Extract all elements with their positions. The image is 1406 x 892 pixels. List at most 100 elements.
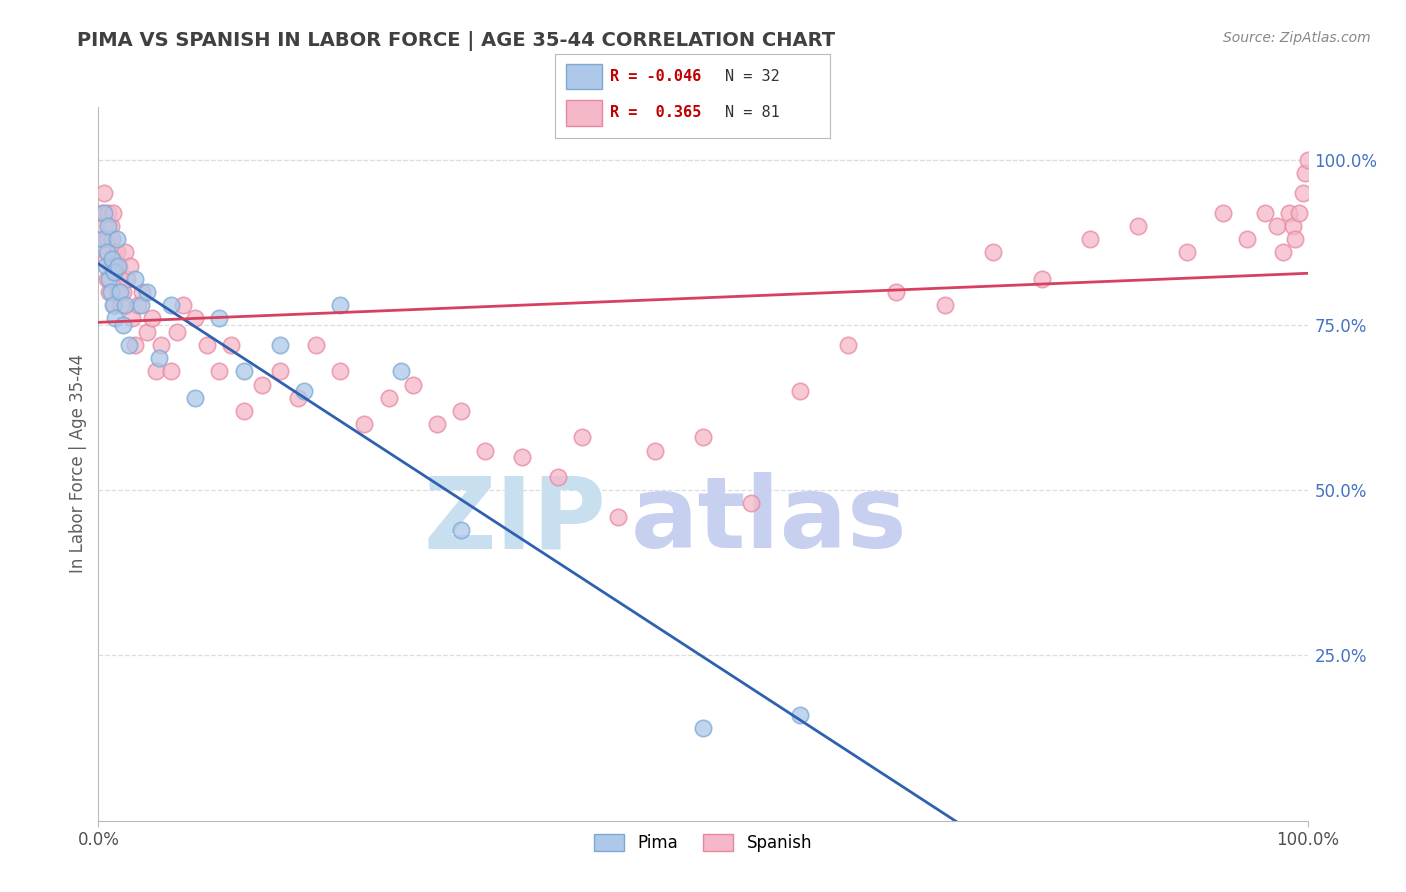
Point xyxy=(93,206,115,220)
Point xyxy=(474,443,496,458)
Point xyxy=(1292,186,1315,200)
Point xyxy=(118,259,141,273)
Point xyxy=(145,364,167,378)
Point xyxy=(107,259,129,273)
Point xyxy=(426,417,449,432)
Text: ZIP: ZIP xyxy=(423,473,606,569)
Point xyxy=(1128,219,1150,233)
Point xyxy=(131,285,153,299)
Text: N = 81: N = 81 xyxy=(725,105,780,120)
Text: PIMA VS SPANISH IN LABOR FORCE | AGE 35-44 CORRELATION CHART: PIMA VS SPANISH IN LABOR FORCE | AGE 35-… xyxy=(77,31,835,51)
Point xyxy=(96,245,118,260)
Point xyxy=(97,206,120,220)
Point xyxy=(105,232,128,246)
Point xyxy=(1288,206,1310,220)
Point xyxy=(103,265,125,279)
Point xyxy=(269,338,291,352)
Point xyxy=(96,272,118,286)
Point xyxy=(1294,166,1316,180)
Point xyxy=(141,311,163,326)
Point xyxy=(98,272,121,286)
Point xyxy=(160,364,183,378)
Point xyxy=(377,391,399,405)
Point xyxy=(124,272,146,286)
Point xyxy=(105,245,128,260)
Point xyxy=(232,364,254,378)
Point xyxy=(450,523,472,537)
Point xyxy=(150,338,173,352)
Point xyxy=(97,245,120,260)
Point xyxy=(100,219,122,233)
Point xyxy=(108,272,131,286)
Point xyxy=(100,252,122,266)
Point xyxy=(110,298,132,312)
Y-axis label: In Labor Force | Age 35-44: In Labor Force | Age 35-44 xyxy=(69,354,87,574)
Point xyxy=(117,272,139,286)
Point xyxy=(789,707,811,722)
Point xyxy=(692,430,714,444)
Point xyxy=(103,298,125,312)
Point xyxy=(100,259,122,273)
Point xyxy=(1272,245,1295,260)
Point xyxy=(450,404,472,418)
Point xyxy=(94,259,117,273)
Point xyxy=(184,311,207,326)
Point xyxy=(1078,232,1101,246)
Point xyxy=(510,450,533,465)
Point xyxy=(100,232,122,246)
Text: N = 32: N = 32 xyxy=(725,69,780,84)
Bar xyxy=(567,63,602,89)
Point xyxy=(118,338,141,352)
Point xyxy=(287,391,309,405)
Point xyxy=(1175,245,1198,260)
Point xyxy=(91,232,114,246)
Point xyxy=(837,338,859,352)
Point xyxy=(644,443,666,458)
Point xyxy=(402,377,425,392)
Text: R = -0.046: R = -0.046 xyxy=(610,69,702,84)
Point xyxy=(1278,206,1301,220)
Point xyxy=(160,298,183,312)
Point xyxy=(292,384,315,399)
Legend: Pima, Spanish: Pima, Spanish xyxy=(588,827,818,859)
Point xyxy=(91,206,114,220)
Point xyxy=(148,351,170,365)
Text: atlas: atlas xyxy=(630,473,907,569)
Point xyxy=(389,364,412,378)
Point xyxy=(127,298,149,312)
Point xyxy=(100,285,122,299)
Point xyxy=(934,298,956,312)
Bar xyxy=(567,100,602,126)
Point xyxy=(101,206,124,220)
Point xyxy=(114,245,136,260)
Point xyxy=(1296,153,1319,167)
Point xyxy=(1267,219,1289,233)
Point xyxy=(108,259,131,273)
Point xyxy=(108,285,131,299)
Point xyxy=(208,311,231,326)
Point xyxy=(184,391,207,405)
Point xyxy=(1282,219,1305,233)
Point xyxy=(886,285,908,299)
Point xyxy=(101,259,124,273)
Point xyxy=(607,509,630,524)
Point xyxy=(166,325,188,339)
Point xyxy=(121,311,143,326)
Point xyxy=(981,245,1004,260)
Point xyxy=(135,325,157,339)
Point xyxy=(221,338,243,352)
Point xyxy=(124,338,146,352)
Point xyxy=(93,219,115,233)
Point xyxy=(195,338,218,352)
Point xyxy=(547,470,569,484)
Point xyxy=(107,285,129,299)
Point xyxy=(94,252,117,266)
Point xyxy=(101,298,124,312)
Point xyxy=(129,298,152,312)
Point xyxy=(114,298,136,312)
Point xyxy=(104,311,127,326)
Text: Source: ZipAtlas.com: Source: ZipAtlas.com xyxy=(1223,31,1371,45)
Point xyxy=(172,298,194,312)
Point xyxy=(329,364,352,378)
Point xyxy=(353,417,375,432)
